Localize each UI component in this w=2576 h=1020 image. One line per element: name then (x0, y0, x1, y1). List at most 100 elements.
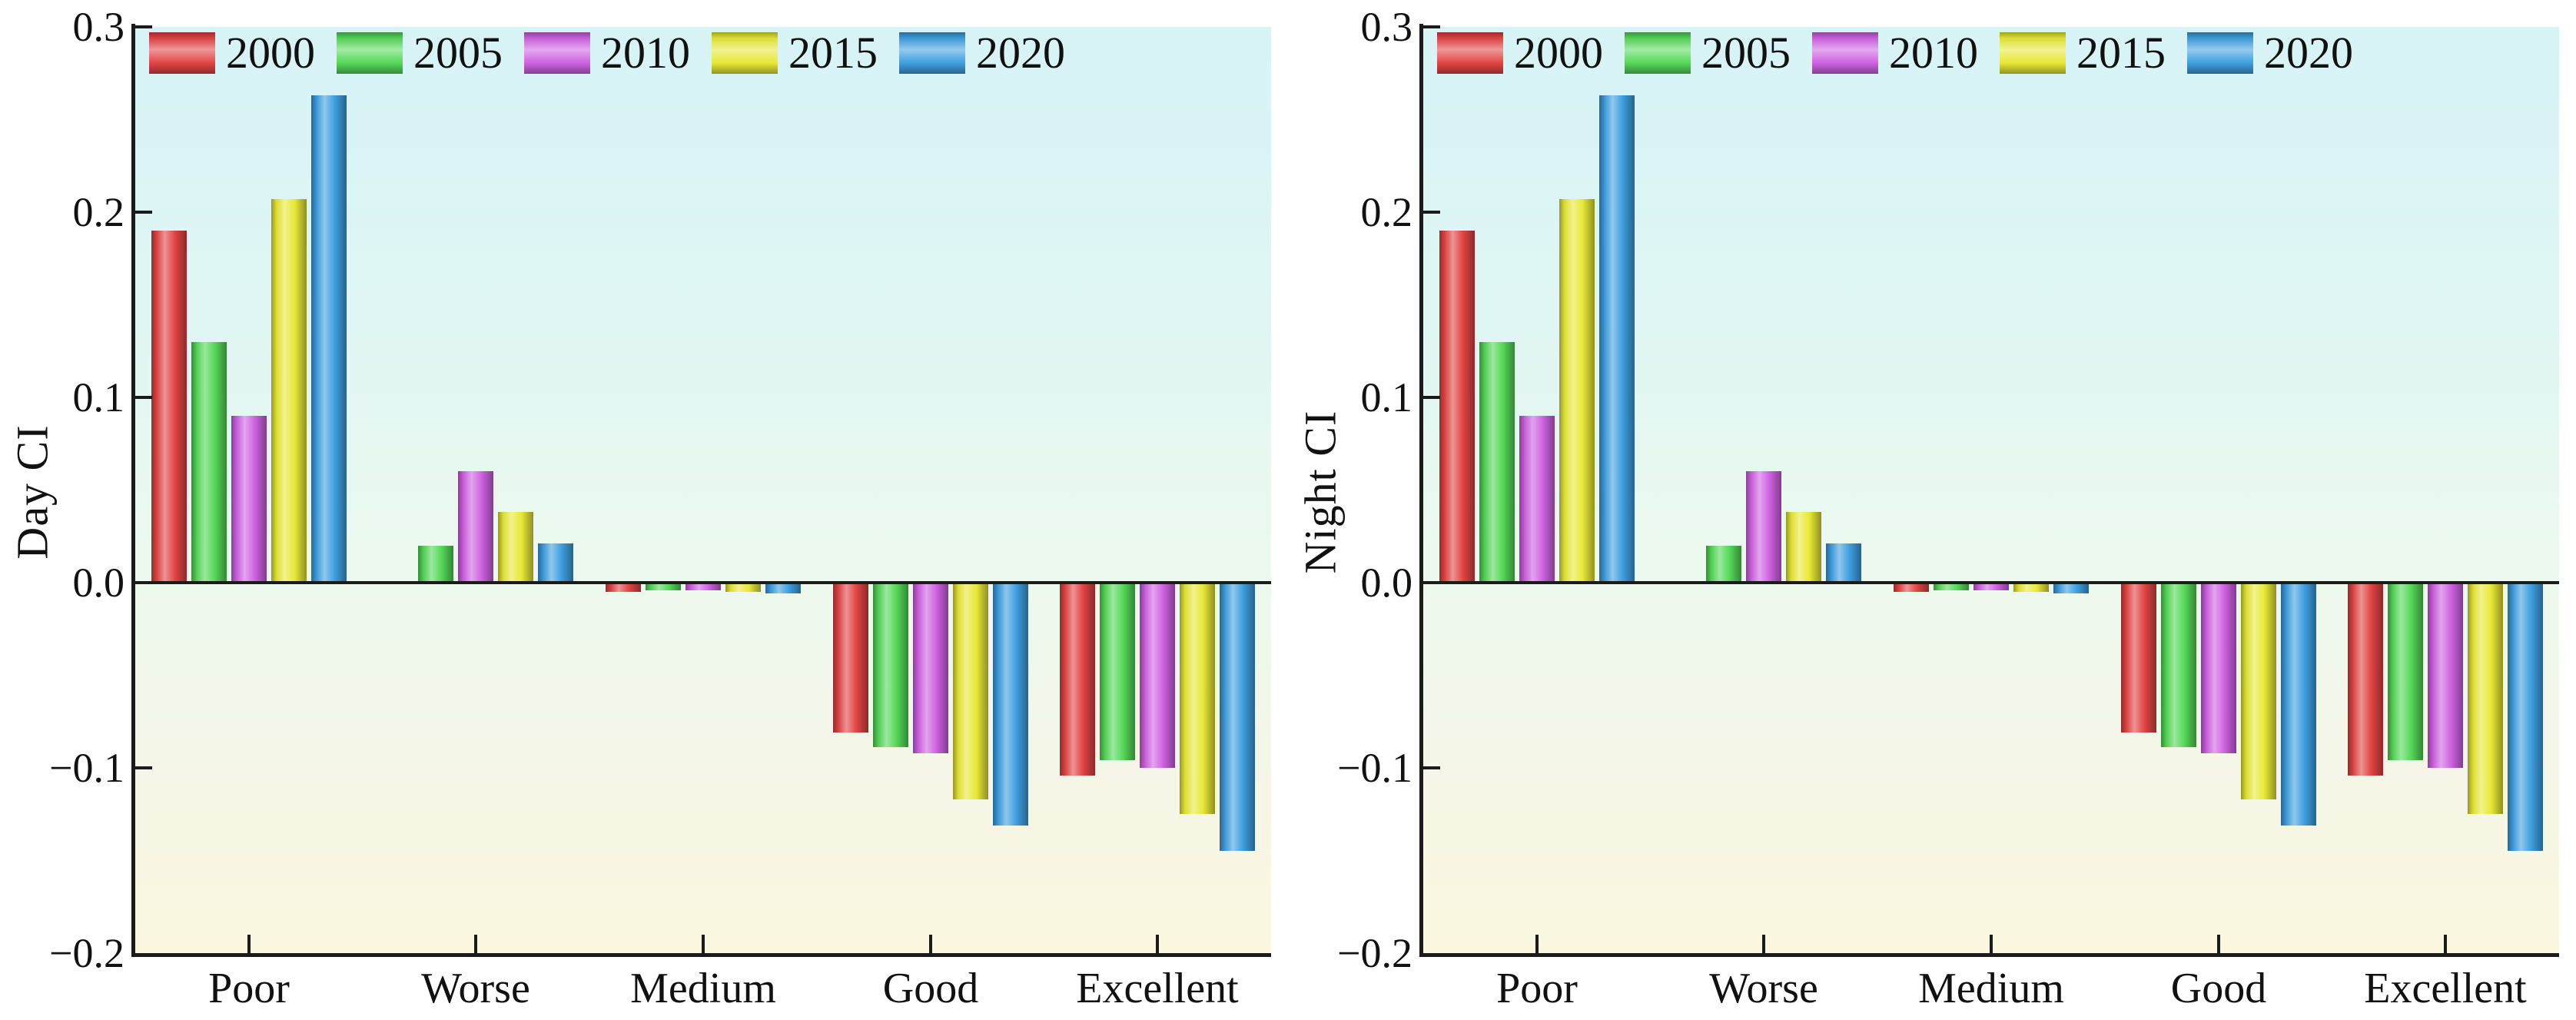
bar-2005-good (873, 583, 908, 747)
x-category-label-excellent: Excellent (1076, 965, 1239, 1012)
bar-2020-excellent (2508, 583, 2543, 851)
legend-item-2000: 2000 (149, 31, 315, 75)
legend-swatch-2015 (712, 32, 778, 74)
bar-2005-worse (1706, 546, 1741, 583)
bar-2000-medium (606, 583, 641, 592)
y-tick-label: 0.2 (72, 189, 125, 235)
y-tick-label: 0.3 (72, 4, 125, 50)
bar-2010-good (913, 583, 948, 753)
bar-2015-good (2241, 583, 2276, 799)
x-tick-mark (2217, 935, 2220, 953)
panel-night-ci: Night CI 0.3 0.2 0.1 0.0 −0.1 −0.2 Poor Worse Me… (1288, 0, 2576, 1020)
bar-2020-worse (1826, 543, 1861, 583)
y-tick-mark (135, 766, 152, 769)
x-category-label-good: Good (2170, 965, 2267, 1012)
zero-line (135, 581, 1271, 584)
legend-label: 2010 (601, 28, 690, 78)
bar-2005-poor (1479, 342, 1515, 583)
y-tick-mark (1423, 766, 1440, 769)
bar-2010-worse (1746, 471, 1781, 583)
y-tick-label: −0.2 (49, 930, 124, 976)
bar-2005-poor (191, 342, 227, 583)
y-axis-title-day: Day CI (7, 424, 58, 560)
bar-2020-poor (1599, 95, 1635, 583)
legend-item-2020: 2020 (899, 31, 1065, 75)
bar-2005-excellent (1100, 583, 1135, 760)
legend: 2000 2005 2010 2015 2020 (1437, 31, 2375, 75)
bar-2000-good (833, 583, 868, 733)
legend-item-2020: 2020 (2187, 31, 2353, 75)
x-category-label-medium: Medium (630, 965, 776, 1012)
bar-2000-medium (1894, 583, 1929, 592)
legend-label: 2020 (2264, 28, 2353, 78)
x-category-label-good: Good (882, 965, 979, 1012)
y-tick-mark (135, 396, 152, 399)
y-tick-label: −0.2 (1337, 930, 1412, 976)
bar-2015-worse (498, 512, 533, 583)
legend-item-2015: 2015 (2000, 31, 2166, 75)
y-tick-mark (1423, 25, 1440, 28)
legend-item-2015: 2015 (712, 31, 878, 75)
legend-item-2010: 2010 (524, 31, 690, 75)
x-tick-mark (2444, 935, 2447, 953)
legend-swatch-2000 (149, 32, 215, 74)
bar-2015-poor (271, 199, 307, 583)
legend-swatch-2020 (2187, 32, 2253, 74)
bar-2010-medium (685, 583, 721, 590)
bar-2000-excellent (2348, 583, 2383, 776)
legend-item-2000: 2000 (1437, 31, 1603, 75)
bar-2020-good (2281, 583, 2316, 826)
bar-2010-excellent (2428, 583, 2463, 768)
panel-day-ci: Day CI 0.3 0.2 0.1 0.0 −0.1 −0.2 Poor Worse Medi… (7, 4, 1271, 1012)
x-category-label-medium: Medium (1918, 965, 2064, 1012)
y-tick-mark (135, 211, 152, 214)
bar-2010-poor (1519, 416, 1555, 583)
legend-label: 2015 (2076, 28, 2166, 78)
y-tick-mark (135, 25, 152, 28)
legend: 2000 2005 2010 2015 2020 (149, 31, 1087, 75)
x-axis-line (1419, 953, 2559, 957)
y-tick-label: 0.1 (1360, 374, 1413, 420)
bar-2020-excellent (1220, 583, 1255, 851)
y-axis-line (131, 24, 135, 957)
legend-label: 2000 (226, 28, 315, 78)
y-tick-label: 0.0 (72, 560, 125, 606)
x-tick-mark (474, 935, 477, 953)
y-axis-title-night: Night CI (1295, 410, 1346, 574)
legend-swatch-2010 (524, 32, 590, 74)
x-category-label-worse: Worse (421, 965, 530, 1012)
x-tick-mark (247, 935, 251, 953)
bar-2000-excellent (1060, 583, 1095, 776)
y-axis-line (1419, 24, 1423, 957)
bar-2005-good (2161, 583, 2196, 747)
bar-2005-excellent (2388, 583, 2423, 760)
x-tick-mark (702, 935, 705, 953)
y-tick-label: 0.2 (1360, 189, 1413, 235)
x-tick-mark (1990, 935, 1993, 953)
bar-2005-medium (646, 583, 681, 590)
y-tick-label: 0.1 (72, 374, 125, 420)
bar-2020-medium (765, 583, 801, 593)
y-tick-label: 0.0 (1360, 560, 1413, 606)
legend-label: 2015 (788, 28, 878, 78)
bar-2015-medium (2013, 583, 2049, 592)
bar-2020-medium (2053, 583, 2089, 593)
legend-item-2010: 2010 (1812, 31, 1978, 75)
bar-2015-poor (1559, 199, 1595, 583)
x-tick-mark (929, 935, 932, 953)
legend-label: 2005 (413, 28, 503, 78)
bar-2015-good (953, 583, 988, 799)
bar-2010-excellent (1140, 583, 1175, 768)
bar-2015-excellent (1180, 583, 1215, 814)
legend-swatch-2020 (899, 32, 965, 74)
y-tick-label: 0.3 (1360, 4, 1413, 50)
legend-label: 2000 (1514, 28, 1603, 78)
y-tick-mark (1423, 396, 1440, 399)
legend-item-2005: 2005 (337, 31, 503, 75)
y-tick-label: −0.1 (1337, 745, 1412, 791)
x-tick-mark (1535, 935, 1539, 953)
legend-label: 2005 (1701, 28, 1791, 78)
x-category-label-excellent: Excellent (2364, 965, 2527, 1012)
x-tick-mark (1762, 935, 1765, 953)
bar-2010-worse (458, 471, 493, 583)
